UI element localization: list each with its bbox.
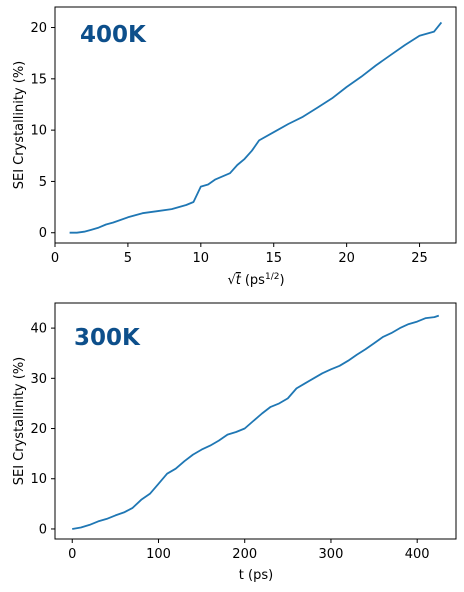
- x-tick-label: 400: [405, 547, 430, 562]
- y-tick-label: 10: [30, 472, 47, 487]
- temperature-label: 300K: [74, 325, 141, 351]
- y-ticks: 0 10 20 30 40: [30, 322, 55, 537]
- x-tick-label: 15: [265, 251, 282, 266]
- plot-frame: [54, 302, 457, 540]
- x-tick-label: 10: [193, 251, 210, 266]
- plot-frame: [54, 6, 457, 244]
- series-line: [69, 21, 443, 234]
- y-tick-label: 0: [39, 522, 47, 537]
- x-tick-label: 20: [338, 251, 355, 266]
- y-tick-label: 30: [30, 372, 47, 387]
- y-axis-label: SEI Crystallinity (%): [12, 61, 27, 190]
- y-tick-label: 10: [30, 124, 47, 139]
- y-tick-label: 20: [30, 422, 47, 437]
- y-tick-label: 0: [39, 226, 47, 241]
- x-ticks: 0 100 200 300 400: [68, 539, 430, 562]
- x-tick-label: 100: [146, 547, 171, 562]
- chart-300k: 0 100 200 300 400 0 10 20 30 40 300K t (ps) SEI …: [12, 302, 457, 583]
- x-tick-label: 0: [68, 547, 76, 562]
- y-tick-label: 20: [30, 21, 47, 36]
- x-tick-label: 25: [411, 251, 428, 266]
- series-line: [72, 314, 440, 530]
- x-tick-label: 0: [51, 251, 59, 266]
- x-tick-label: 300: [319, 547, 344, 562]
- x-axis-label: √t (ps1/2): [227, 272, 284, 288]
- y-ticks: 0 5 10 15 20: [30, 21, 55, 241]
- x-ticks: 0 5 10 15 20 25: [51, 243, 428, 266]
- chart-400k: 0 5 10 15 20 25 0 5 10 15 20 400K √t (ps1/2) SEI C…: [12, 6, 457, 288]
- x-tick-label: 200: [232, 547, 257, 562]
- x-axis-label: t (ps): [239, 568, 273, 583]
- x-tick-label: 5: [124, 251, 132, 266]
- y-tick-label: 5: [39, 175, 47, 190]
- temperature-label: 400K: [80, 22, 147, 48]
- y-tick-label: 40: [30, 322, 47, 337]
- y-tick-label: 15: [30, 72, 47, 87]
- y-axis-label: SEI Crystallinity (%): [12, 357, 27, 486]
